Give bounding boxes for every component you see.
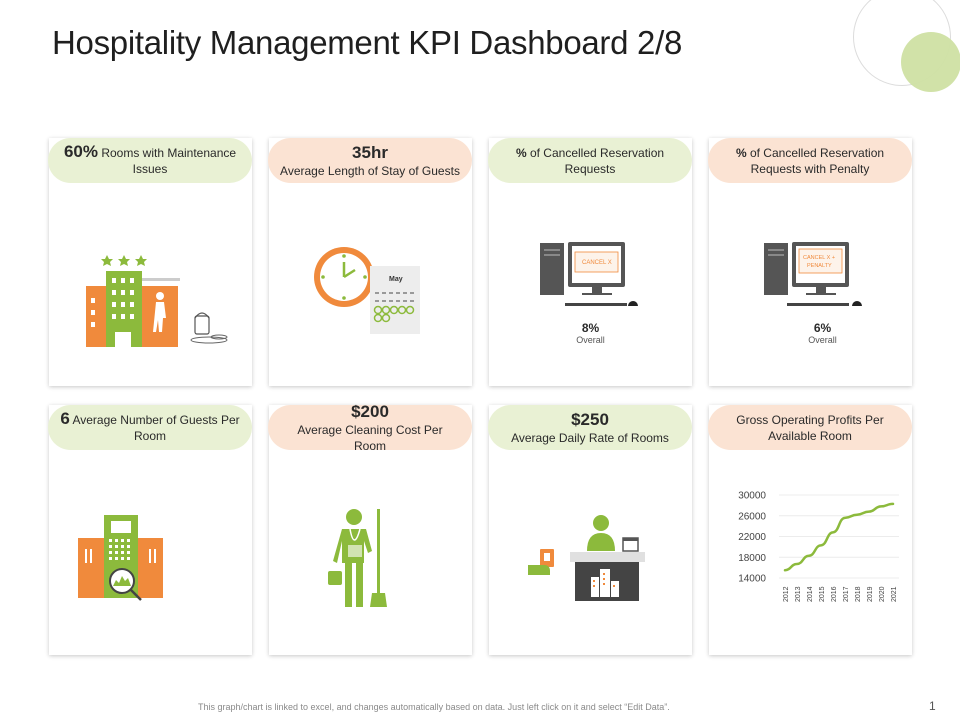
kpi-header: 60% Rooms with Maintenance Issues xyxy=(48,138,252,183)
x-tick-label: 2016 xyxy=(831,586,838,602)
x-tick-label: 2017 xyxy=(843,586,850,602)
kpi-card-guests-per-room: 6 Average Number of Guests Per Room xyxy=(48,405,252,655)
kpi-header: 35hr Average Length of Stay of Guests xyxy=(268,138,472,183)
stat-subtitle: Overall xyxy=(808,335,837,345)
stat-value: 8% xyxy=(581,321,600,335)
x-tick-label: 2013 xyxy=(795,586,802,602)
computer-penalty-icon: CANCEL X + PENALTY xyxy=(764,242,862,306)
kpi-value: 60% xyxy=(63,142,98,161)
stat-subtitle: Overall xyxy=(576,335,605,345)
screen-label-line2: PENALTY xyxy=(807,263,832,269)
y-tick-label: 18000 xyxy=(738,553,766,564)
kpi-card-length-of-stay: 35hr Average Length of Stay of Guests Ma… xyxy=(268,138,472,386)
reception-desk-icon xyxy=(528,515,645,601)
kpi-label: Rooms with Maintenance Issues xyxy=(101,146,237,176)
clock-calendar-icon: May xyxy=(314,247,420,334)
kpi-percent-sign: % xyxy=(735,145,747,160)
x-tick-label: 2015 xyxy=(819,586,826,602)
kpi-label: Average Number of Guests Per Room xyxy=(72,413,240,443)
series-line xyxy=(783,502,895,572)
kpi-label: Average Length of Stay of Guests xyxy=(280,163,460,178)
kpi-card-cleaning-cost: $200 Average Cleaning Cost Per Room xyxy=(268,401,472,655)
kpi-header: Gross Operating Profits Per Available Ro… xyxy=(708,405,912,450)
kpi-card-gross-operating-profits: Gross Operating Profits Per Available Ro… xyxy=(708,405,912,655)
stat-value: 6% xyxy=(813,321,832,335)
kpi-percent-sign: % xyxy=(515,145,527,160)
kpi-header: $200 Average Cleaning Cost Per Room xyxy=(268,401,472,453)
kpi-value: $200 xyxy=(351,401,389,421)
y-tick-label: 26000 xyxy=(738,511,766,522)
kpi-card-daily-rate: $250 Average Daily Rate of Rooms xyxy=(488,405,692,655)
hotel-maintenance-icon xyxy=(86,255,228,347)
kpi-label: Average Daily Rate of Rooms xyxy=(511,430,669,445)
hotel-search-icon xyxy=(78,515,163,601)
page-title: Hospitality Management KPI Dashboard 2/8 xyxy=(52,24,683,61)
kpi-card-cancelled-reservations: % of Cancelled Reservation Requests CANC… xyxy=(488,138,692,386)
kpi-header: % of Cancelled Reservation Requests with… xyxy=(708,138,912,183)
footer-note: This graph/chart is linked to excel, and… xyxy=(198,702,670,712)
y-tick-label: 22000 xyxy=(738,532,766,543)
kpi-value: $250 xyxy=(571,409,609,429)
kpi-header: 6 Average Number of Guests Per Room xyxy=(48,405,252,450)
kpi-card-maintenance: 60% Rooms with Maintenance Issues xyxy=(48,138,252,386)
screen-label-line1: CANCEL X + xyxy=(803,255,835,261)
kpi-label: Average Cleaning Cost Per Room xyxy=(297,422,443,453)
kpi-card-cancelled-with-penalty: % of Cancelled Reservation Requests with… xyxy=(708,138,912,386)
decorative-circle xyxy=(901,32,960,92)
kpi-header: $250 Average Daily Rate of Rooms xyxy=(488,405,692,450)
calendar-month: May xyxy=(389,276,403,283)
cleaner-icon xyxy=(328,509,387,607)
kpi-value: 35hr xyxy=(352,142,388,162)
kpi-label: of Cancelled Reservation Requests with P… xyxy=(749,145,885,176)
kpi-label: Gross Operating Profits Per Available Ro… xyxy=(736,412,884,443)
x-tick-label: 2021 xyxy=(891,586,898,602)
x-tick-label: 2020 xyxy=(879,586,886,602)
kpi-label: of Cancelled Reservation Requests xyxy=(529,145,665,176)
kpi-header: % of Cancelled Reservation Requests xyxy=(488,138,692,183)
y-tick-label: 14000 xyxy=(738,574,766,585)
page-number: 1 xyxy=(929,699,936,713)
y-tick-label: 30000 xyxy=(738,491,766,502)
x-tick-label: 2018 xyxy=(855,586,862,602)
x-tick-label: 2012 xyxy=(783,586,790,602)
kpi-stat: 6% Overall xyxy=(721,321,924,345)
kpi-value: 6 xyxy=(60,409,70,428)
x-tick-label: 2019 xyxy=(867,586,874,602)
screen-label: CANCEL X xyxy=(582,260,612,266)
x-tick-label: 2014 xyxy=(807,586,814,602)
computer-cancel-icon: CANCEL X xyxy=(540,242,638,306)
kpi-stat: 8% Overall xyxy=(489,321,692,345)
profit-line-chart: 30000 26000 22000 18000 14000 2012 2013 2014 201… xyxy=(738,491,899,602)
